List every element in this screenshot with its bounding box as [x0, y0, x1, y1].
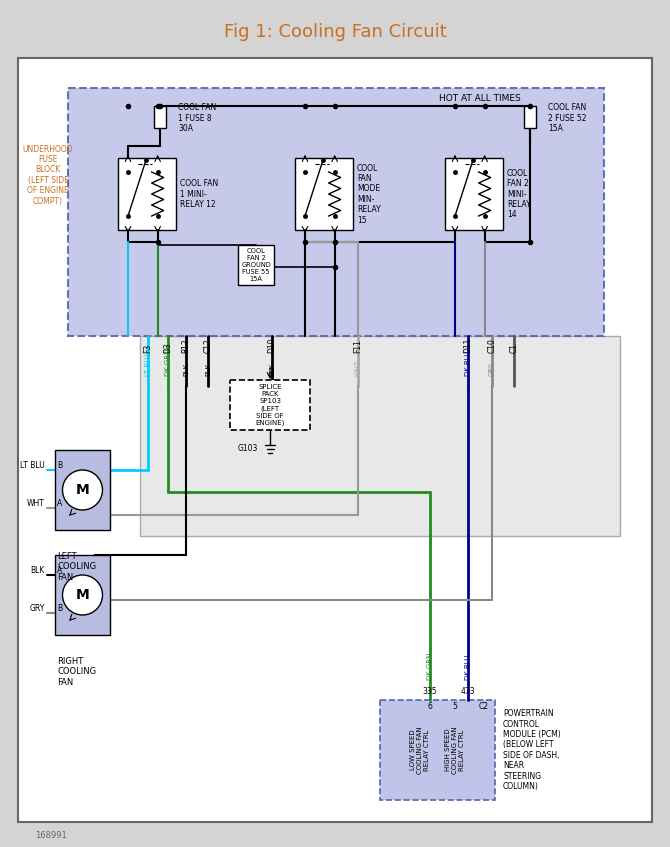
Text: DK GRN: DK GRN	[427, 653, 433, 680]
Bar	[445, 158, 503, 230]
Text: COOL FAN
1 FUSE 8
30A: COOL FAN 1 FUSE 8 30A	[178, 103, 216, 133]
Text: LT BLU: LT BLU	[20, 461, 45, 469]
Text: LOW SPEED
COOLING FAN
RELAY CTRL: LOW SPEED COOLING FAN RELAY CTRL	[410, 726, 430, 774]
Bar	[524, 106, 536, 128]
Text: BLK: BLK	[269, 363, 275, 376]
Text: 335: 335	[423, 687, 438, 696]
Bar	[55, 555, 110, 635]
Text: 168991: 168991	[35, 831, 67, 839]
Text: WHT: WHT	[355, 360, 361, 376]
Text: UNDERHOOD
FUSE
BLOCK
(LEFT SIDE
OF ENGINE
COMPT): UNDERHOOD FUSE BLOCK (LEFT SIDE OF ENGIN…	[23, 145, 73, 206]
Bar	[380, 700, 495, 800]
Text: DK BLU: DK BLU	[465, 655, 471, 680]
Text: RIGHT
COOLING
FAN: RIGHT COOLING FAN	[57, 657, 96, 687]
Text: LEFT
COOLING
FAN: LEFT COOLING FAN	[57, 552, 96, 582]
Text: COOL
FAN
MODE
MIN-
RELAY
15: COOL FAN MODE MIN- RELAY 15	[357, 163, 381, 224]
Text: LT BLU: LT BLU	[145, 353, 151, 376]
Text: SPLICE
PACK
SP103
(LEFT
SIDE OF
ENGINE): SPLICE PACK SP103 (LEFT SIDE OF ENGINE)	[255, 384, 285, 426]
Bar	[230, 380, 310, 430]
Text: DK BLU: DK BLU	[465, 351, 471, 376]
Text: GRY: GRY	[489, 363, 495, 376]
Text: D3: D3	[163, 342, 172, 353]
Text: M: M	[76, 588, 89, 602]
Text: COOL
FAN 2
MINI-
RELAY
14: COOL FAN 2 MINI- RELAY 14	[507, 169, 531, 219]
Text: G103: G103	[238, 444, 258, 452]
Text: GRY: GRY	[29, 604, 45, 612]
Text: BLK: BLK	[31, 566, 45, 574]
Text: Fig 1: Cooling Fan Circuit: Fig 1: Cooling Fan Circuit	[224, 23, 446, 41]
Text: HIGH SPEED
COOLING FAN
RELAY CTRL: HIGH SPEED COOLING FAN RELAY CTRL	[445, 726, 465, 774]
Bar	[238, 245, 274, 285]
Text: C1: C1	[509, 343, 519, 353]
Bar	[295, 158, 353, 230]
Text: BLK: BLK	[205, 363, 211, 376]
Text: D11: D11	[464, 338, 472, 353]
Text: B: B	[57, 604, 62, 612]
Text: 473: 473	[461, 687, 475, 696]
Text: C2: C2	[479, 702, 489, 711]
Text: F3: F3	[143, 344, 153, 353]
Text: COOL
FAN 2
GROUND
FUSE 55
15A: COOL FAN 2 GROUND FUSE 55 15A	[241, 248, 271, 282]
Bar	[140, 336, 620, 536]
Text: HOT AT ALL TIMES: HOT AT ALL TIMES	[439, 93, 521, 102]
Text: COOL FAN
2 FUSE 52
15A: COOL FAN 2 FUSE 52 15A	[548, 103, 586, 133]
Text: C10: C10	[488, 338, 496, 353]
Circle shape	[62, 575, 103, 615]
Circle shape	[62, 470, 103, 510]
Bar	[154, 106, 166, 128]
Text: B: B	[57, 461, 62, 469]
Bar	[118, 158, 176, 230]
Text: 5: 5	[452, 702, 458, 711]
Text: D10: D10	[267, 337, 277, 353]
Text: DK GRN: DK GRN	[165, 349, 171, 376]
Text: POWERTRAIN
CONTROL
MODULE (PCM)
(BELOW LEFT
SIDE OF DASH,
NEAR
STEERING
COLUMN): POWERTRAIN CONTROL MODULE (PCM) (BELOW L…	[503, 709, 561, 791]
Text: M: M	[76, 483, 89, 497]
Text: A: A	[57, 566, 62, 574]
Bar	[55, 450, 110, 530]
Text: F11: F11	[354, 339, 362, 353]
Text: B12: B12	[182, 338, 190, 353]
Text: C12: C12	[204, 338, 212, 353]
Text: A: A	[57, 499, 62, 507]
Bar	[68, 88, 604, 336]
Text: 6: 6	[427, 702, 432, 711]
Text: COOL FAN
1 MINI-
RELAY 12: COOL FAN 1 MINI- RELAY 12	[180, 179, 218, 209]
Text: WHT: WHT	[27, 499, 45, 507]
Text: BLK: BLK	[183, 363, 189, 376]
